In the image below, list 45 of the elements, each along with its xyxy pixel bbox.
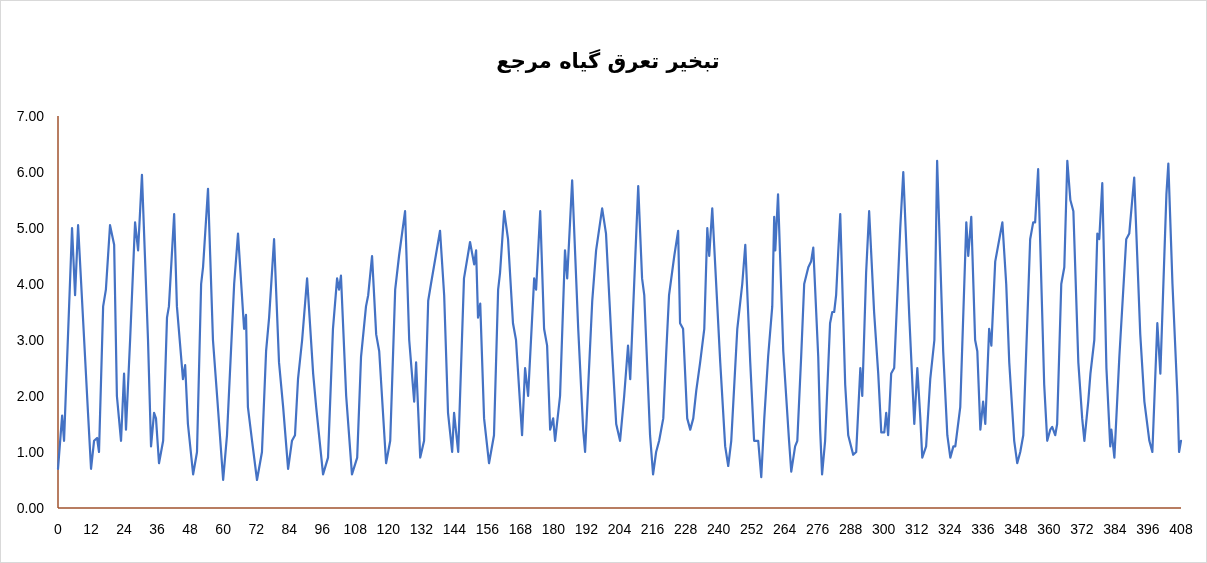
x-tick-label: 384 — [1103, 521, 1127, 537]
x-tick-label: 12 — [83, 521, 100, 537]
y-tick-label: 5.00 — [16, 220, 45, 236]
x-tick-label: 300 — [872, 521, 896, 537]
x-tick-label: 0 — [54, 521, 63, 537]
x-tick-label: 204 — [607, 521, 632, 537]
line-series — [56, 159, 1183, 482]
y-tick-label: 4.00 — [16, 276, 45, 292]
x-tick-label: 348 — [1004, 521, 1028, 537]
x-tick-label: 288 — [839, 521, 863, 537]
y-tick-label: 0.00 — [16, 500, 45, 516]
x-tick-label: 60 — [215, 521, 232, 537]
y-tick-label: 7.00 — [16, 108, 45, 124]
x-tick-label: 360 — [1037, 521, 1061, 537]
x-tick-label: 396 — [1136, 521, 1160, 537]
y-tick-label: 6.00 — [16, 164, 45, 180]
x-tick-label: 48 — [182, 521, 199, 537]
x-tick-label: 216 — [640, 521, 665, 537]
x-tick-label: 408 — [1169, 521, 1193, 537]
y-tick-label: 3.00 — [16, 332, 45, 348]
x-tick-label: 228 — [673, 521, 698, 537]
x-tick-label: 276 — [806, 521, 830, 537]
x-tick-label: 240 — [706, 521, 731, 537]
x-tick-label: 336 — [971, 521, 995, 537]
x-tick-label: 144 — [442, 521, 467, 537]
x-tick-label: 168 — [508, 521, 533, 537]
x-tick-label: 264 — [772, 521, 797, 537]
x-tick-label: 132 — [409, 521, 434, 537]
x-tick-label: 180 — [541, 521, 566, 537]
x-tick-label: 108 — [343, 521, 368, 537]
y-tick-label: 1.00 — [16, 444, 45, 460]
chart-title: تبخیر تعرق گیاه مرجع — [496, 48, 720, 73]
x-tick-label: 84 — [281, 521, 298, 537]
x-tick-label: 192 — [574, 521, 599, 537]
x-tick-label: 324 — [938, 521, 962, 537]
x-tick-label: 96 — [314, 521, 331, 537]
x-tick-label: 72 — [248, 521, 265, 537]
x-tick-label: 312 — [905, 521, 929, 537]
x-tick-label: 252 — [739, 521, 764, 537]
y-tick-label: 2.00 — [16, 388, 45, 404]
x-tick-label: 24 — [116, 521, 133, 537]
x-tick-label: 36 — [149, 521, 166, 537]
x-tick-label: 372 — [1070, 521, 1094, 537]
x-tick-label: 156 — [475, 521, 500, 537]
x-tick-label: 120 — [376, 521, 401, 537]
